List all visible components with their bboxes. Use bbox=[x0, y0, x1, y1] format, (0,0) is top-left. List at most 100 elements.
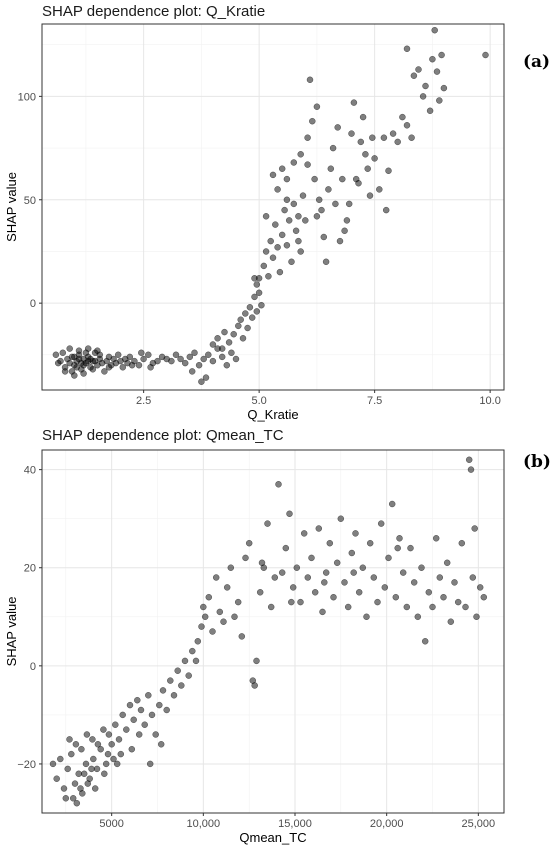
data-point bbox=[293, 564, 301, 571]
data-point bbox=[339, 175, 346, 183]
data-point bbox=[394, 544, 401, 552]
data-point bbox=[292, 227, 300, 235]
data-point bbox=[137, 706, 145, 714]
data-point bbox=[272, 221, 279, 228]
data-point bbox=[462, 603, 469, 611]
data-point bbox=[289, 584, 297, 591]
x-tick-label: 15,000 bbox=[278, 818, 312, 830]
data-point bbox=[80, 370, 87, 377]
data-point bbox=[403, 603, 411, 611]
data-point bbox=[262, 248, 270, 255]
data-point bbox=[138, 349, 145, 357]
data-point bbox=[72, 741, 80, 748]
data-point bbox=[344, 603, 352, 611]
y-tick-label: −20 bbox=[17, 759, 36, 771]
data-point bbox=[260, 262, 268, 270]
data-point bbox=[167, 677, 174, 684]
data-point bbox=[200, 355, 207, 363]
data-point bbox=[73, 364, 80, 371]
data-point bbox=[469, 574, 477, 581]
data-point bbox=[283, 175, 291, 183]
data-point bbox=[105, 731, 113, 738]
data-point bbox=[242, 310, 249, 317]
data-point bbox=[227, 564, 235, 571]
data-point bbox=[59, 349, 67, 357]
data-point bbox=[336, 237, 344, 245]
data-point bbox=[352, 530, 359, 537]
data-point bbox=[319, 608, 326, 616]
data-point bbox=[145, 692, 152, 699]
data-point bbox=[212, 574, 220, 581]
data-point bbox=[436, 97, 443, 104]
data-point bbox=[341, 227, 348, 235]
data-point bbox=[141, 721, 148, 728]
data-point bbox=[68, 750, 75, 758]
data-point bbox=[304, 134, 311, 141]
data-point bbox=[232, 355, 240, 363]
data-point bbox=[66, 345, 73, 352]
data-point bbox=[311, 175, 318, 183]
data-point bbox=[350, 569, 357, 576]
y-axis-label: SHAP value bbox=[4, 172, 19, 242]
data-point bbox=[274, 186, 281, 193]
data-point bbox=[399, 113, 406, 121]
data-point bbox=[295, 237, 302, 245]
data-point bbox=[403, 45, 411, 53]
data-point bbox=[258, 559, 266, 567]
data-point bbox=[385, 554, 392, 562]
data-point bbox=[91, 357, 99, 365]
data-point bbox=[105, 364, 113, 371]
data-point bbox=[104, 750, 112, 758]
data-point bbox=[101, 368, 108, 375]
data-point bbox=[186, 353, 194, 361]
data-point bbox=[385, 167, 392, 175]
data-point bbox=[205, 351, 212, 359]
data-point bbox=[374, 598, 381, 606]
data-point bbox=[295, 213, 302, 220]
data-point bbox=[146, 760, 154, 768]
data-point bbox=[377, 520, 385, 527]
data-point bbox=[304, 574, 312, 581]
data-point bbox=[433, 68, 441, 75]
data-point bbox=[258, 301, 265, 309]
x-tick-label: 7.5 bbox=[367, 395, 382, 407]
data-point bbox=[315, 196, 323, 204]
data-point bbox=[108, 741, 115, 748]
data-point bbox=[82, 349, 90, 357]
data-point bbox=[471, 525, 478, 532]
data-point bbox=[394, 138, 401, 146]
x-tick-label: 10.0 bbox=[479, 395, 500, 407]
x-tick-label: 10,000 bbox=[187, 818, 221, 830]
data-point bbox=[429, 55, 436, 63]
data-point bbox=[313, 103, 321, 110]
data-point bbox=[134, 696, 141, 704]
data-point bbox=[214, 335, 221, 342]
panel-label: (a) bbox=[523, 52, 550, 72]
data-point bbox=[264, 520, 271, 527]
data-point bbox=[363, 613, 370, 621]
data-point bbox=[309, 117, 316, 125]
data-point bbox=[333, 559, 341, 567]
data-point bbox=[112, 721, 119, 728]
data-point bbox=[283, 242, 291, 249]
data-point bbox=[337, 515, 345, 522]
y-axis-label: SHAP value bbox=[4, 597, 19, 667]
data-point bbox=[297, 598, 304, 606]
y-tick-label: 0 bbox=[30, 298, 36, 310]
x-tick-label: 5000 bbox=[99, 818, 123, 830]
data-point bbox=[181, 657, 189, 665]
data-point bbox=[306, 76, 314, 84]
y-tick-label: 40 bbox=[24, 465, 36, 477]
data-point bbox=[315, 525, 323, 532]
data-point bbox=[297, 248, 304, 255]
data-point bbox=[49, 760, 57, 768]
data-point bbox=[100, 726, 107, 733]
data-point bbox=[253, 657, 260, 665]
data-point bbox=[218, 345, 226, 352]
data-point bbox=[364, 165, 371, 172]
data-point bbox=[75, 770, 82, 778]
data-point bbox=[410, 72, 418, 79]
data-point bbox=[438, 51, 445, 59]
data-point bbox=[194, 638, 202, 645]
y-tick-label: 50 bbox=[24, 195, 36, 207]
